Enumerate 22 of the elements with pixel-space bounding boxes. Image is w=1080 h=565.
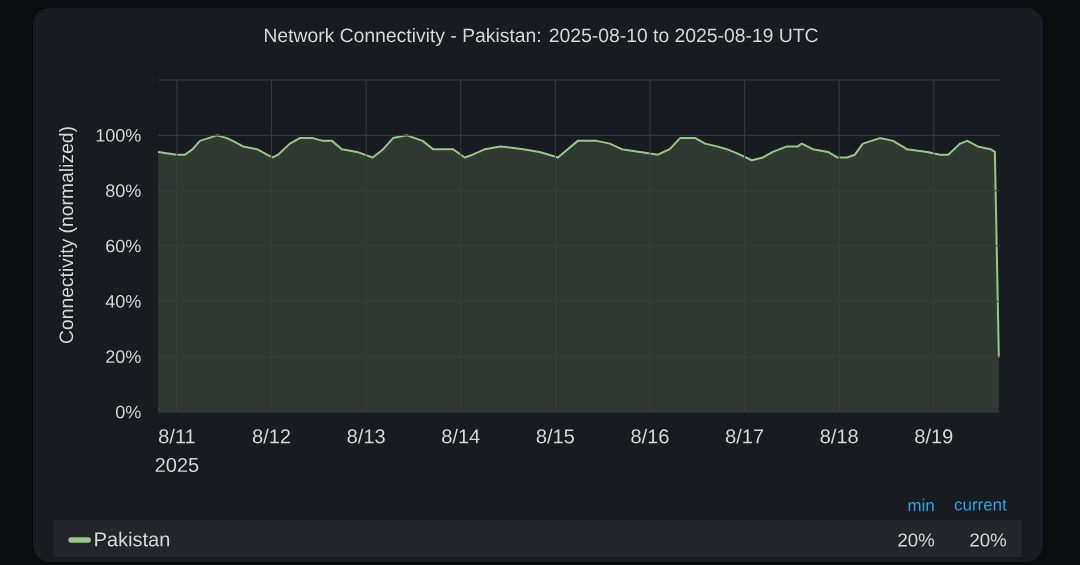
x-tick-label: 8/14 [442, 428, 480, 444]
x-tick-label: 8/16 [631, 428, 669, 444]
y-tick-label: 0% [115, 405, 141, 419]
x-tick-label: 8/13 [347, 428, 385, 444]
text: 20% [898, 533, 935, 547]
x-tick-label: 8/19 [915, 428, 953, 444]
x-tick-label: 8/15 [536, 428, 574, 444]
y-tick-label: 80% [106, 184, 141, 198]
text: min [908, 498, 934, 512]
x-tick-label: 8/18 [820, 428, 858, 444]
x-tick-label: 8/12 [252, 428, 290, 444]
x-tick-label: 8/17 [725, 428, 764, 444]
chart-title: Network Connectivity - Pakistan: 2025-08-10 to 2025-08-19 UTC [265, 28, 818, 47]
y-tick-label: 100% [96, 128, 141, 142]
text: current [954, 499, 1007, 511]
legend-label: Pakistan [95, 531, 170, 547]
y-tick-label: 60% [106, 239, 141, 253]
y-tick-label: 20% [106, 350, 141, 364]
y-axis-title: Connectivity (normalized) [58, 127, 78, 344]
x-tick-label: 8/11 2025 [155, 428, 199, 473]
y-tick-label: 40% [105, 294, 141, 308]
text: 20% [970, 533, 1007, 547]
